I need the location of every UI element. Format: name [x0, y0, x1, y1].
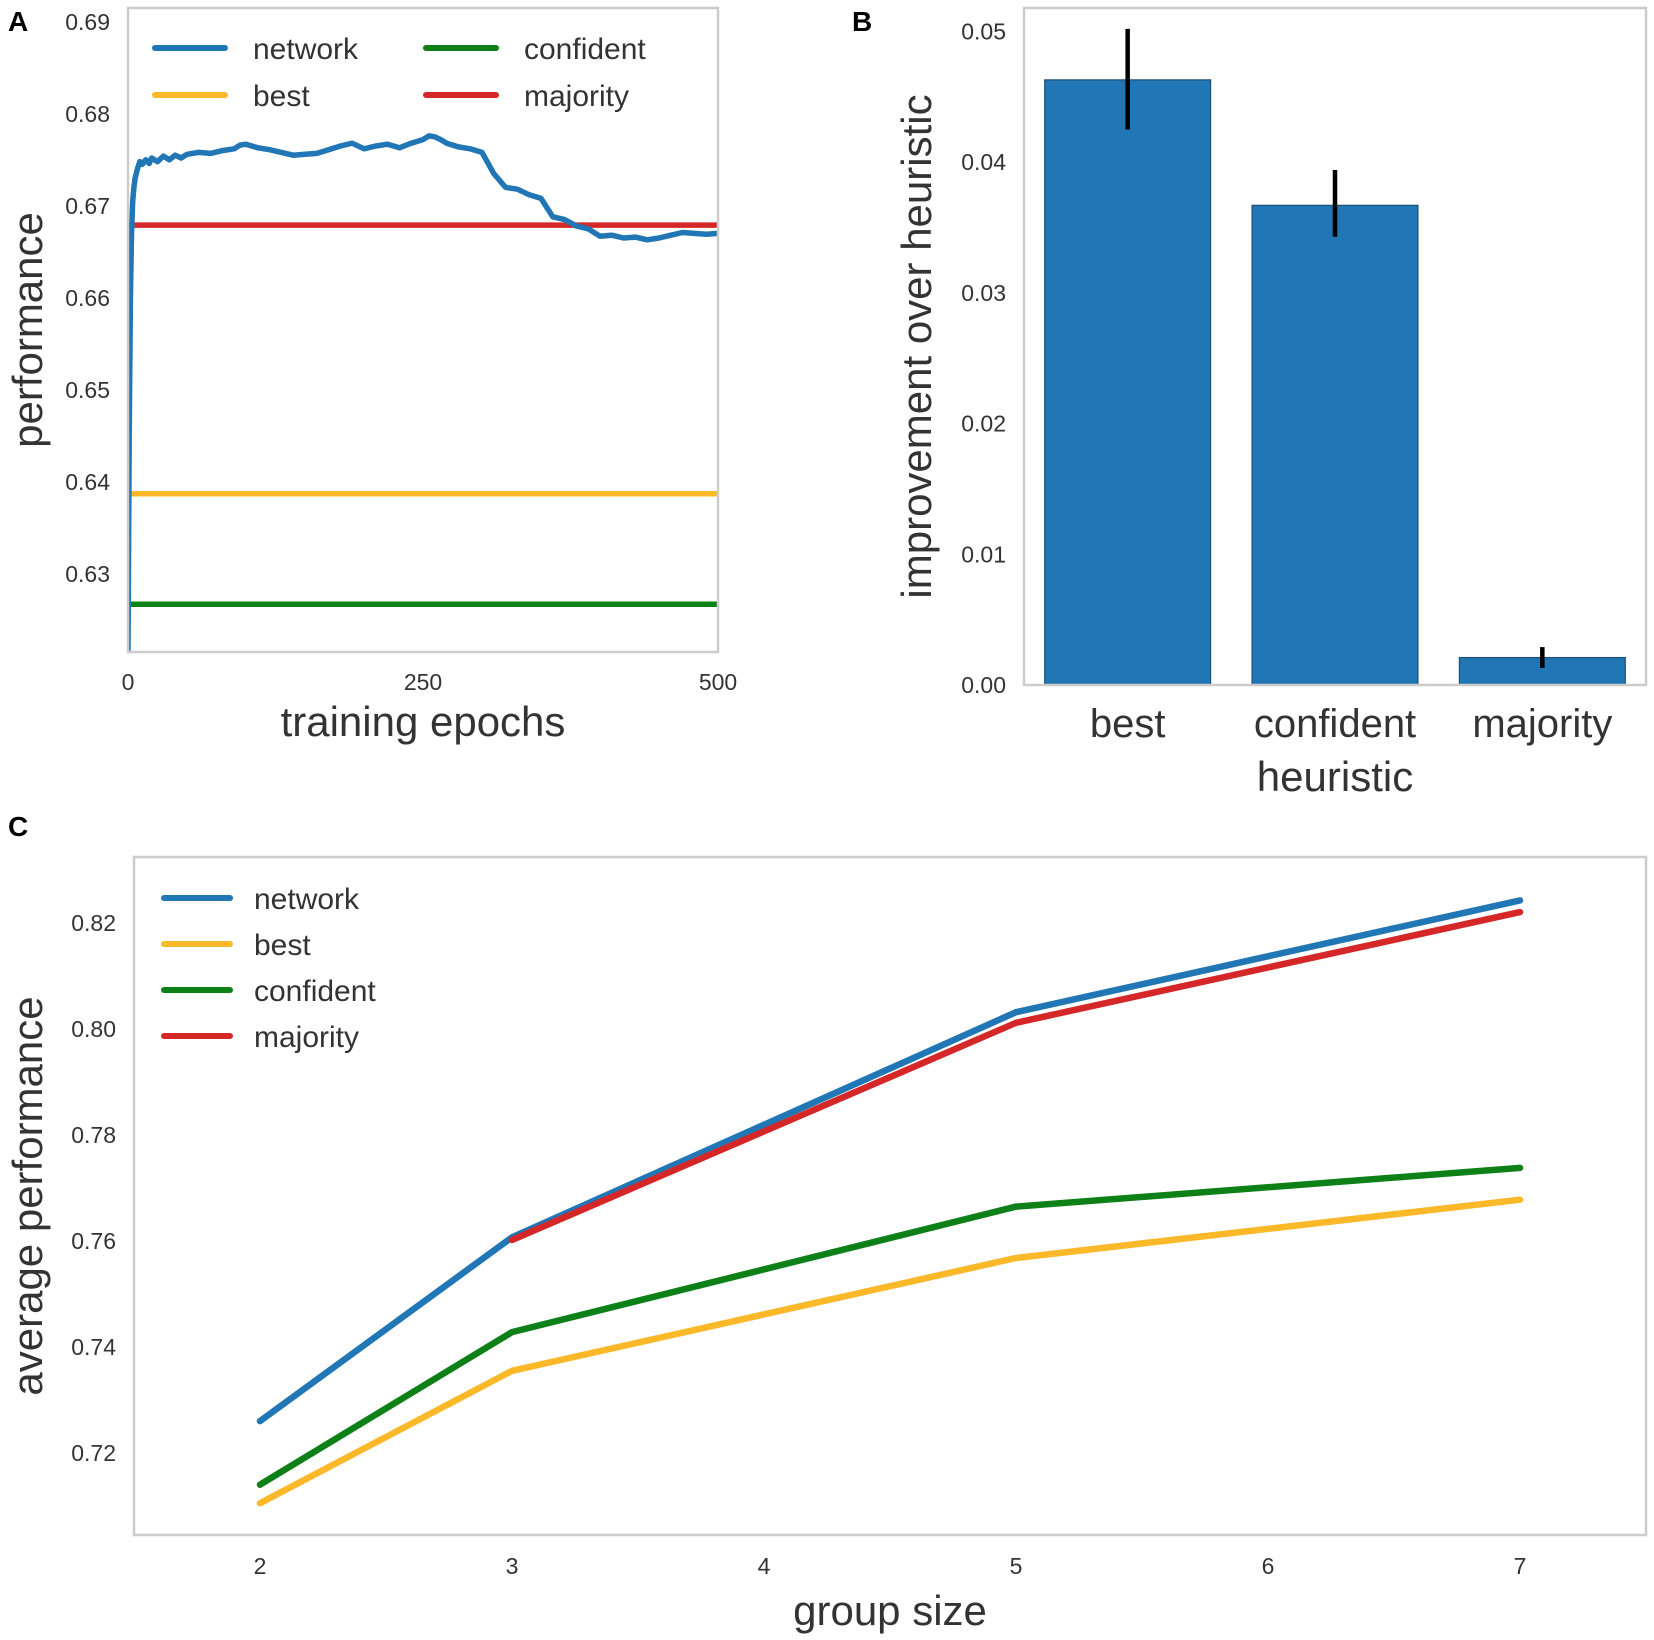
- panel-a-xtick-label: 250: [404, 669, 442, 695]
- panel-c-line-best: [256, 1196, 1524, 1507]
- panel-b-ytick-label: 0.03: [961, 280, 1006, 306]
- panel-c-legend-label-best: best: [254, 929, 311, 962]
- panel-b-frame: [1022, 6, 1648, 687]
- panel-c-legend-label-majority: majority: [254, 1021, 359, 1054]
- panel-b-xtick-label-confident: confident: [1254, 702, 1416, 746]
- panel-b-xtick-label-best: best: [1090, 702, 1166, 746]
- panel-c-legend-label-network: network: [254, 883, 360, 916]
- panel-c-letter: C: [8, 811, 28, 842]
- panel-c-xlabel: group size: [793, 1587, 987, 1634]
- panel-c-ytick-label: 0.76: [71, 1228, 116, 1254]
- panel-b-ylabel: improvement over heuristic: [893, 94, 940, 598]
- panel-b-ytick-label: 0.05: [961, 19, 1006, 45]
- panel-b-xlabel: heuristic: [1257, 753, 1413, 800]
- panel-c-ytick-label: 0.72: [71, 1440, 116, 1466]
- panel-c-legend-label-confident: confident: [254, 975, 376, 1008]
- panel-b-ytick-label: 0.02: [961, 411, 1006, 437]
- panel-a-xtick-label: 0: [122, 669, 135, 695]
- panel-a-legend-label-best: best: [253, 80, 310, 113]
- panel-a-ytick-label: 0.69: [65, 9, 110, 35]
- panel-b-letter: B: [852, 6, 872, 37]
- panel-a-ytick-label: 0.65: [65, 377, 110, 403]
- panel-a: A 0.63 0.64 0.65 0.66 0.67 0.68 0.69 0 250 500 trai…: [4, 6, 737, 745]
- panel-c-ylabel: average performance: [4, 996, 51, 1395]
- panel-a-legend-label-majority: majority: [524, 80, 629, 113]
- panel-c-xtick-label: 3: [506, 1553, 519, 1579]
- panel-a-legend-label-confident: confident: [524, 33, 646, 66]
- panel-c-ytick-label: 0.82: [71, 910, 116, 936]
- panel-a-ytick-label: 0.66: [65, 285, 110, 311]
- panel-b-ytick-label: 0.00: [961, 672, 1006, 698]
- panel-b-bar-confident: [1251, 204, 1419, 686]
- panel-b-ytick-label: 0.01: [961, 541, 1006, 567]
- panel-a-xtick-label: 500: [699, 669, 737, 695]
- panel-b-xtick-label-majority: majority: [1472, 702, 1612, 746]
- panel-c-xtick-label: 4: [758, 1553, 771, 1579]
- panel-a-legend-label-network: network: [253, 33, 359, 66]
- panel-c-frame: [132, 855, 1648, 1537]
- panel-a-line-network: [128, 133, 718, 652]
- panel-a-ylabel: performance: [4, 212, 51, 448]
- panel-a-frame: [126, 6, 720, 654]
- panel-a-lines: [128, 133, 718, 652]
- panel-c-xtick-label: 2: [254, 1553, 267, 1579]
- panel-c: C 0.72 0.74 0.76 0.78 0.80 0.82 2 3 4 5 6 7 group siz…: [4, 811, 1648, 1634]
- panel-c-line-network: [256, 897, 1524, 1425]
- panel-b-ytick-label: 0.04: [961, 149, 1006, 175]
- panel-a-ytick-label: 0.64: [65, 469, 110, 495]
- panel-c-line-confident: [256, 1164, 1524, 1488]
- panel-b-bar-best: [1044, 79, 1212, 686]
- panel-a-xlabel: training epochs: [281, 698, 566, 745]
- panel-a-ytick-label: 0.67: [65, 193, 110, 219]
- panel-c-ytick-label: 0.80: [71, 1016, 116, 1042]
- panel-c-xtick-label: 5: [1010, 1553, 1023, 1579]
- panel-c-ytick-label: 0.74: [71, 1334, 116, 1360]
- panel-c-line-majority: [508, 908, 1524, 1244]
- panel-a-ytick-label: 0.63: [65, 561, 110, 587]
- panel-c-ytick-label: 0.78: [71, 1122, 116, 1148]
- panel-c-xtick-label: 6: [1262, 1553, 1275, 1579]
- panel-c-xtick-label: 7: [1514, 1553, 1527, 1579]
- panel-a-letter: A: [8, 6, 28, 37]
- panel-a-ytick-label: 0.68: [65, 101, 110, 127]
